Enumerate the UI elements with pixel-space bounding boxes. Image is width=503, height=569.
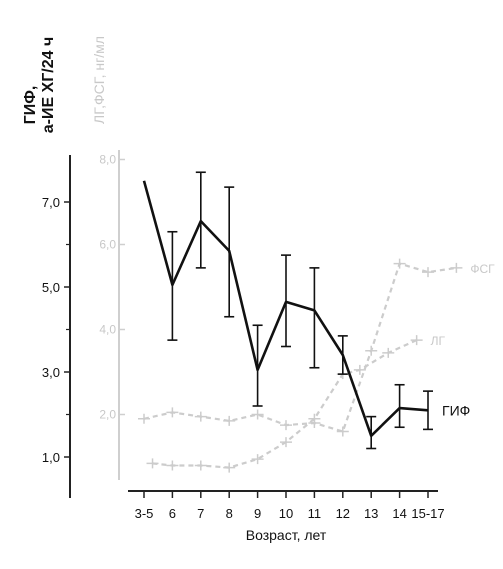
secondary-y-axis-title: ЛГ,ФСГ, нг/мл (91, 36, 107, 124)
y-tick-label: 7,0 (42, 195, 60, 210)
series-label: ГИФ (442, 402, 470, 418)
secondary-layer: 8,0 6,0 4,0 2,0 ФСГ ЛГ (99, 153, 495, 473)
x-tick-label: 9 (254, 506, 261, 521)
text-layer: ГИФ, а-ИЕ ХГ/24 ч ЛГ,ФСГ, нг/мл Возраст,… (22, 36, 445, 543)
series-line-3 (152, 339, 418, 469)
x-tick-label: 6 (169, 506, 176, 521)
x-tick-label: 7 (197, 506, 204, 521)
y-axis-title-line1: ГИФ, (22, 86, 39, 125)
x-tick-label: 11 (308, 506, 322, 521)
x-tick-label: 3-5 (135, 506, 154, 521)
x-tick-label: 14 (392, 506, 406, 521)
x-tick-label: 13 (364, 506, 378, 521)
x-axis-title: Возраст, лет (246, 527, 327, 543)
primary-layer: ГИФ (142, 171, 470, 450)
x-tick-label: 10 (279, 506, 293, 521)
x-tick-label: 15-17 (411, 506, 444, 521)
series-label: ЛГ (431, 334, 446, 348)
y-tick-label: 5,0 (42, 280, 60, 295)
secondary-y-tick-label: 4,0 (99, 323, 116, 337)
y-axis-title-line2: а-ИЕ ХГ/24 ч (40, 37, 57, 134)
series-label: ФСГ (470, 262, 495, 276)
x-tick-label: 8 (226, 506, 233, 521)
secondary-y-tick-label: 6,0 (99, 238, 116, 252)
secondary-y-tick-label: 2,0 (99, 408, 116, 422)
axes (69, 150, 438, 498)
y-tick-label: 1,0 (42, 450, 60, 465)
y-tick-label: 3,0 (42, 365, 60, 380)
secondary-y-tick-label: 8,0 (99, 153, 116, 167)
series-line-2 (143, 262, 457, 433)
x-tick-label: 12 (336, 506, 350, 521)
